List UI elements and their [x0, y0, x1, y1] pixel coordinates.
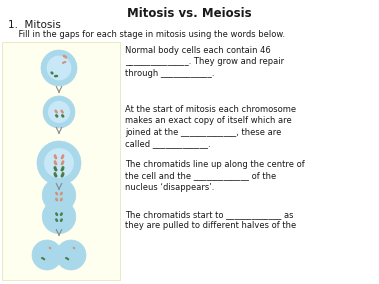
Text: 1.  Mitosis: 1. Mitosis [8, 20, 61, 30]
Circle shape [42, 200, 76, 234]
Text: Mitosis vs. Meiosis: Mitosis vs. Meiosis [127, 7, 251, 20]
Circle shape [47, 56, 71, 80]
Circle shape [49, 102, 69, 122]
Text: Normal body cells each contain 46
_______________. They grow and repair
through : Normal body cells each contain 46 ______… [125, 46, 284, 78]
Circle shape [56, 240, 86, 270]
Circle shape [42, 178, 76, 212]
Circle shape [43, 96, 75, 128]
Text: Fill in the gaps for each stage in mitosis using the words below.: Fill in the gaps for each stage in mitos… [8, 30, 285, 39]
FancyBboxPatch shape [2, 42, 120, 280]
Circle shape [37, 141, 81, 185]
Text: At the start of mitosis each chromosome
makes an exact copy of itself which are
: At the start of mitosis each chromosome … [125, 105, 296, 148]
Circle shape [45, 149, 73, 177]
Circle shape [41, 50, 77, 86]
Circle shape [32, 240, 62, 270]
Text: The chromatids start to _____________ as
they are pulled to different halves of : The chromatids start to _____________ as… [125, 210, 296, 230]
Text: The chromatids line up along the centre of
the cell and the _____________ of the: The chromatids line up along the centre … [125, 160, 305, 192]
